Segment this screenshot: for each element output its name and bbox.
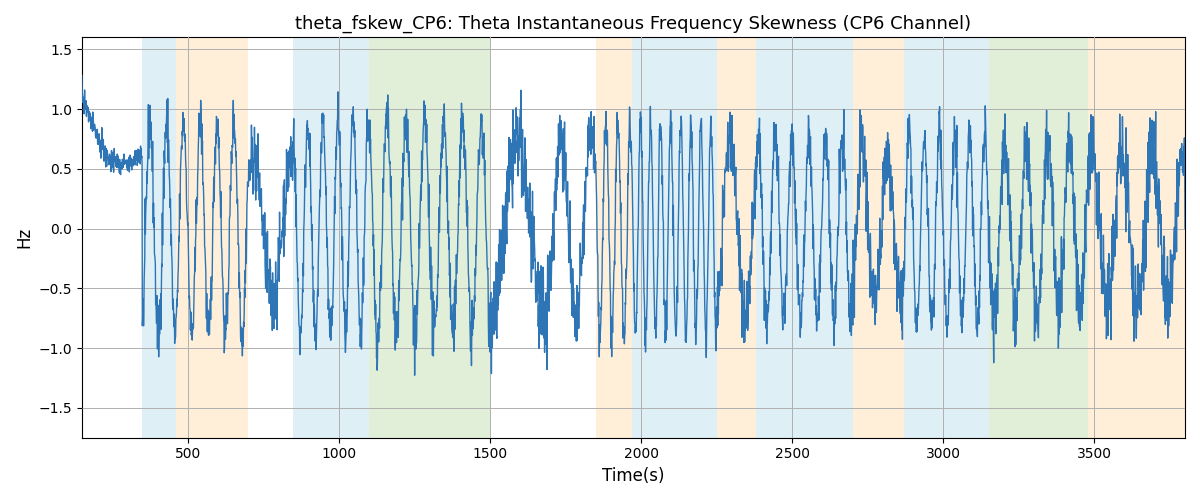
Bar bbox=[370, 38, 490, 438]
Bar bbox=[756, 38, 852, 438]
X-axis label: Time(s): Time(s) bbox=[602, 467, 665, 485]
Bar bbox=[294, 38, 370, 438]
Bar bbox=[1088, 38, 1184, 438]
Bar bbox=[175, 38, 248, 438]
Bar bbox=[632, 38, 716, 438]
Bar bbox=[852, 38, 904, 438]
Y-axis label: Hz: Hz bbox=[14, 227, 32, 248]
Bar bbox=[904, 38, 989, 438]
Bar bbox=[143, 38, 175, 438]
Bar bbox=[716, 38, 756, 438]
Bar bbox=[989, 38, 1088, 438]
Title: theta_fskew_CP6: Theta Instantaneous Frequency Skewness (CP6 Channel): theta_fskew_CP6: Theta Instantaneous Fre… bbox=[295, 15, 972, 34]
Bar bbox=[595, 38, 632, 438]
